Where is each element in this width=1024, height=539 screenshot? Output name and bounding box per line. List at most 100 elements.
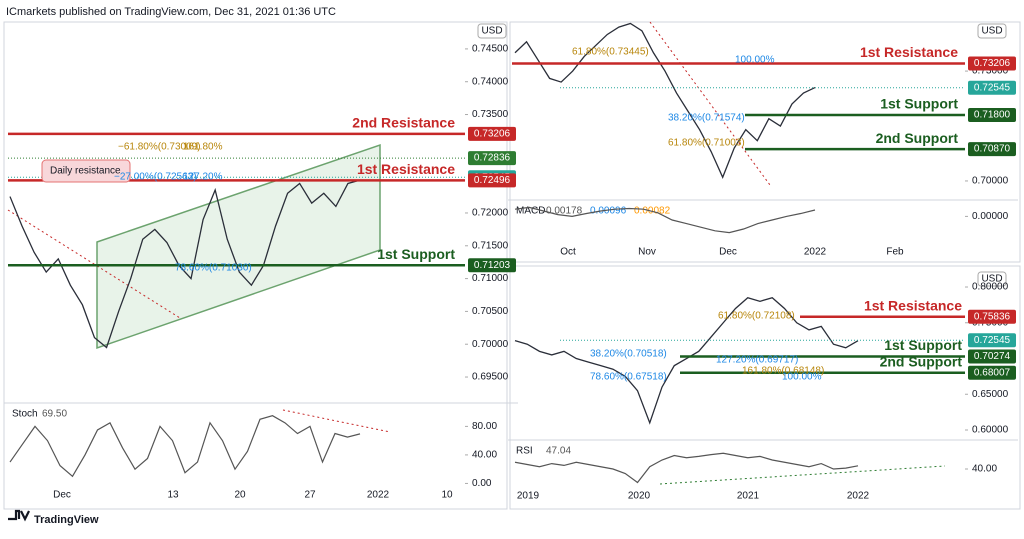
level-label: 2nd Support <box>876 130 959 146</box>
price-badge-label: 0.70274 <box>974 351 1011 362</box>
unit-box <box>477 23 507 39</box>
y-tick-label: 0.80000 <box>972 282 1009 293</box>
price-badge-label: 0.71800 <box>974 110 1011 121</box>
annotation: −61.80%(0.73009) <box>118 142 201 153</box>
unit-box <box>977 271 1007 287</box>
price-badge-label: 0.68007 <box>974 367 1011 378</box>
price-badge <box>968 333 1016 348</box>
price-badge <box>968 349 1016 364</box>
price-line <box>9 179 361 349</box>
price-badge-label: 0.75836 <box>974 311 1011 322</box>
price-line <box>514 22 816 179</box>
indicator-readout: 0.00178 <box>546 206 583 217</box>
header: ICmarkets published on TradingView.com, … <box>6 6 336 18</box>
annotation: 127.20%(0.69717) <box>716 355 798 366</box>
indicator-line <box>514 452 859 484</box>
y-tick-label: 0.74500 <box>472 44 509 55</box>
price-badge-label: 0.73206 <box>974 58 1011 69</box>
price-badge-label: 0.72836 <box>474 153 511 164</box>
price-badge <box>468 126 516 141</box>
annotation: 78.60%(0.67518) <box>590 372 667 383</box>
y-tick-label: 0.70000 <box>472 339 509 350</box>
y-tick-label: 0.70000 <box>972 176 1009 187</box>
annotation: 38.20%(0.71574) <box>668 113 745 124</box>
x-tick-label: 20 <box>234 490 246 501</box>
x-tick-label: Feb <box>886 247 904 258</box>
price-badge-label: 0.70870 <box>974 144 1011 155</box>
level-label: 2nd Support <box>880 353 963 369</box>
y-tick-label: 0.73000 <box>972 66 1009 77</box>
y-tick-label: 0.74000 <box>472 76 509 87</box>
callout <box>41 159 131 183</box>
y-tick-label: 0.65000 <box>972 389 1009 400</box>
top-right-frame <box>509 21 1021 263</box>
x-tick-label: 2020 <box>628 491 651 502</box>
price-badge-label: 0.72545 <box>974 82 1011 93</box>
price-badge <box>968 108 1016 123</box>
annotation: Daily resistance <box>50 166 121 177</box>
logo <box>8 509 30 522</box>
y-tick-label: 80.00 <box>472 421 497 432</box>
indicator-readout: 0.00096 <box>590 206 627 217</box>
x-tick-label: 2022 <box>367 490 390 501</box>
price-badge-label: 0.72496 <box>474 175 511 186</box>
y-tick-label: 0.60000 <box>972 425 1009 436</box>
indicator-name: Stoch <box>12 409 38 420</box>
price-badge <box>968 365 1016 380</box>
brand: TradingView <box>34 514 99 526</box>
level-label: 1st Support <box>884 337 962 353</box>
unit-box <box>977 23 1007 39</box>
annotation: 161.80%(0.68148) <box>742 366 824 377</box>
price-badge <box>968 80 1016 95</box>
indicator-name: MACD <box>516 206 545 217</box>
price-badge <box>468 151 516 166</box>
annotation: 78.60%(0.71030) <box>175 263 252 274</box>
annotation: 61.80%(0.71003) <box>668 138 745 149</box>
x-tick-label: Dec <box>53 490 71 501</box>
indicator-readout: 69.50 <box>42 409 67 420</box>
indicator-name: RSI <box>516 446 533 457</box>
level-label: 1st Resistance <box>860 44 958 60</box>
level-label: 1st Support <box>880 96 958 112</box>
annotation: 100.00% <box>782 372 822 383</box>
x-tick-label: 2019 <box>517 491 540 502</box>
x-tick-label: 2021 <box>737 491 760 502</box>
y-tick-label: 0.71000 <box>472 273 509 284</box>
annotation: 38.20%(0.70518) <box>590 349 667 360</box>
price-badge-label: 0.73206 <box>474 128 511 139</box>
x-tick-label: 2022 <box>804 247 827 258</box>
indicator-readout: 47.04 <box>546 446 571 457</box>
trendline <box>282 409 391 433</box>
price-badge-label: 0.71203 <box>474 260 511 271</box>
y-tick-label: 40.00 <box>472 450 497 461</box>
level-label: 1st Resistance <box>357 161 455 177</box>
price-badge <box>968 56 1016 71</box>
price-badge <box>968 142 1016 157</box>
level-label: 2nd Resistance <box>352 115 455 131</box>
price-badge <box>968 309 1016 324</box>
unit: USD <box>981 274 1002 285</box>
bottom-right-frame <box>509 265 1021 510</box>
annotation: 61.80%(0.72108) <box>718 311 795 322</box>
y-tick-label: 0.69500 <box>472 372 509 383</box>
x-tick-label: Oct <box>560 247 576 258</box>
y-tick-label: 0.70500 <box>472 306 509 317</box>
annotation: 161.80% <box>183 142 223 153</box>
level-label: 1st Support <box>377 246 455 262</box>
x-tick-label: Nov <box>638 247 656 258</box>
x-tick-label: 2022 <box>847 491 870 502</box>
y-tick-label: 0.71500 <box>472 240 509 251</box>
x-tick-label: 13 <box>167 490 179 501</box>
price-badge <box>468 173 516 188</box>
y-tick-label: 0.73500 <box>472 109 509 120</box>
price-badge <box>468 258 516 273</box>
y-tick-label: 0.00000 <box>972 211 1009 222</box>
annotation: 127.20% <box>183 172 223 183</box>
y-tick-label: 40.00 <box>972 464 997 475</box>
channel <box>96 143 381 350</box>
x-tick-label: Dec <box>719 247 737 258</box>
x-tick-label: 10 <box>441 490 453 501</box>
indicator-line <box>9 415 361 478</box>
